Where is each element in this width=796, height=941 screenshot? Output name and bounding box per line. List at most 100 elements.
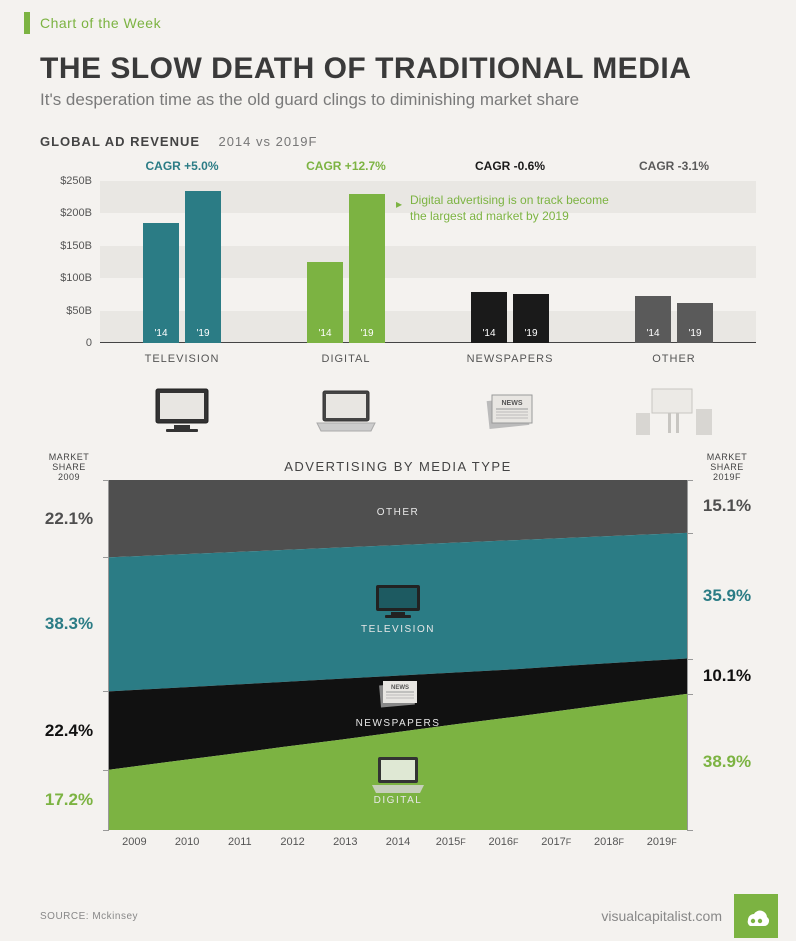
cagr-label: CAGR +5.0%	[100, 159, 264, 173]
bar-category-labels: TELEVISIONDIGITALNEWSPAPERSOTHER	[100, 353, 756, 365]
section-global-ad-revenue-label: GLOBAL AD REVENUE 2014 vs 2019F	[0, 116, 796, 153]
section-label-bold: GLOBAL AD REVENUE	[40, 134, 200, 149]
newspapers-band-icon: NEWS	[374, 676, 422, 710]
bar-group: '14 '19	[592, 181, 756, 343]
area-xlabel: 2017F	[530, 836, 583, 848]
cagr-label: CAGR -3.1%	[592, 159, 756, 173]
bar: '19	[185, 191, 221, 343]
bar: '19	[677, 303, 713, 343]
area-tick	[687, 480, 693, 481]
area-xlabel: 2016F	[477, 836, 530, 848]
cagr-row: CAGR +5.0%CAGR +12.7%CAGR -0.6%CAGR -3.1…	[100, 159, 756, 173]
bar: '14	[307, 262, 343, 343]
bar-ytick-label: $150B	[60, 240, 92, 252]
annotation-arrow-icon: ▸	[396, 197, 402, 213]
market-share-2009-value: 17.2%	[38, 790, 100, 810]
digital-band-icon	[368, 753, 428, 795]
market-share-2009-value: 22.4%	[38, 721, 100, 741]
area-tick	[687, 830, 693, 831]
area-tick	[103, 691, 109, 692]
svg-text:NEWS: NEWS	[502, 400, 523, 407]
market-share-2019-value: 15.1%	[696, 496, 758, 516]
area-tick	[103, 480, 109, 481]
market-share-2019-value: 35.9%	[696, 586, 758, 606]
ms-left-year: 2009	[38, 473, 100, 483]
area-xlabel: 2010	[161, 836, 214, 848]
ms-right-year: 2019F	[696, 473, 758, 483]
area-chart: OTHER TELEVISION NEWSPAPERS NEWS DIGITAL	[108, 480, 688, 830]
billboard-icon	[592, 379, 756, 441]
market-share-2019-header: MARKET SHARE 2019F	[696, 453, 758, 483]
bar-inner-label: '14	[143, 328, 179, 339]
bar-ytick-label: $100B	[60, 272, 92, 284]
footer: SOURCE: Mckinsey visualcapitalist.com	[0, 891, 796, 941]
market-share-2009-value: 38.3%	[38, 614, 100, 634]
footer-source: SOURCE: Mckinsey	[40, 911, 138, 922]
bar-group: '14 '19	[100, 181, 264, 343]
bar-category-label: TELEVISION	[100, 353, 264, 365]
subtitle: It's desperation time as the old guard c…	[40, 90, 756, 110]
market-share-2009-header: MARKET SHARE 2009	[38, 453, 100, 483]
area-xlabel: 2013	[319, 836, 372, 848]
area-tick	[103, 770, 109, 771]
bar-ytick-label: 0	[86, 337, 92, 349]
main-title: THE SLOW DEATH OF TRADITIONAL MEDIA	[40, 52, 756, 86]
bar-inner-label: '14	[307, 328, 343, 339]
footer-right: visualcapitalist.com	[601, 894, 778, 938]
bar-ytick-label: $50B	[66, 305, 92, 317]
bar-ytick-label: $200B	[60, 207, 92, 219]
bar: '19	[349, 194, 385, 343]
bar-category-label: NEWSPAPERS	[428, 353, 592, 365]
cagr-label: CAGR +12.7%	[264, 159, 428, 173]
title-block: THE SLOW DEATH OF TRADITIONAL MEDIA It's…	[0, 34, 796, 116]
bar-inner-label: '14	[471, 328, 507, 339]
bar-inner-label: '19	[677, 328, 713, 339]
area-tick	[687, 694, 693, 695]
svg-text:NEWS: NEWS	[391, 685, 409, 691]
annotation-text: Digital advertising is on track become t…	[410, 193, 609, 223]
market-share-2019-value: 10.1%	[696, 666, 758, 686]
category-icons-row: NEWS	[100, 379, 756, 441]
area-band-label: OTHER	[377, 507, 420, 518]
bar-group: '14 '19	[264, 181, 428, 343]
bar-category-label: OTHER	[592, 353, 756, 365]
area-band-label: DIGITAL	[374, 795, 423, 806]
area-chart-xlabels: 2009201020112012201320142015F2016F2017F2…	[108, 836, 688, 848]
bar-inner-label: '19	[349, 328, 385, 339]
area-xlabel: 2009	[108, 836, 161, 848]
television-icon	[100, 379, 264, 441]
header-bar: Chart of the Week	[0, 0, 796, 34]
bar-ytick-label: $250B	[60, 175, 92, 187]
area-band-label: NEWSPAPERS	[356, 718, 441, 729]
bar-inner-label: '14	[635, 328, 671, 339]
area-xlabel: 2011	[213, 836, 266, 848]
market-share-2009-value: 22.1%	[38, 509, 100, 529]
digital-laptop-icon	[264, 379, 428, 441]
area-xlabel: 2014	[372, 836, 425, 848]
area-chart-title: ADVERTISING BY MEDIA TYPE	[40, 459, 756, 474]
area-xlabel: 2018F	[583, 836, 636, 848]
area-xlabel: 2019F	[635, 836, 688, 848]
bar-chart-annotation: ▸ Digital advertising is on track become…	[410, 193, 610, 224]
bar: '19	[513, 294, 549, 343]
bar-inner-label: '19	[185, 328, 221, 339]
area-tick	[103, 557, 109, 558]
bar: '14	[635, 296, 671, 343]
area-tick	[103, 830, 109, 831]
area-xlabel: 2015F	[424, 836, 477, 848]
section-label-thin: 2014 vs 2019F	[218, 134, 317, 149]
area-xlabel: 2012	[266, 836, 319, 848]
header-accent-mark	[24, 12, 30, 34]
footer-logo-icon	[734, 894, 778, 938]
area-tick	[687, 533, 693, 534]
area-tick	[687, 659, 693, 660]
header-tag: Chart of the Week	[40, 15, 161, 31]
bar-chart: CAGR +5.0%CAGR +12.7%CAGR -0.6%CAGR -3.1…	[40, 163, 756, 373]
area-band-label: TELEVISION	[361, 624, 435, 635]
area-chart-section: ADVERTISING BY MEDIA TYPE MARKET SHARE 2…	[40, 459, 756, 848]
newspapers-icon: NEWS	[428, 379, 592, 441]
television-band-icon	[371, 582, 425, 622]
cagr-label: CAGR -0.6%	[428, 159, 592, 173]
bar-category-label: DIGITAL	[264, 353, 428, 365]
bar-inner-label: '19	[513, 328, 549, 339]
